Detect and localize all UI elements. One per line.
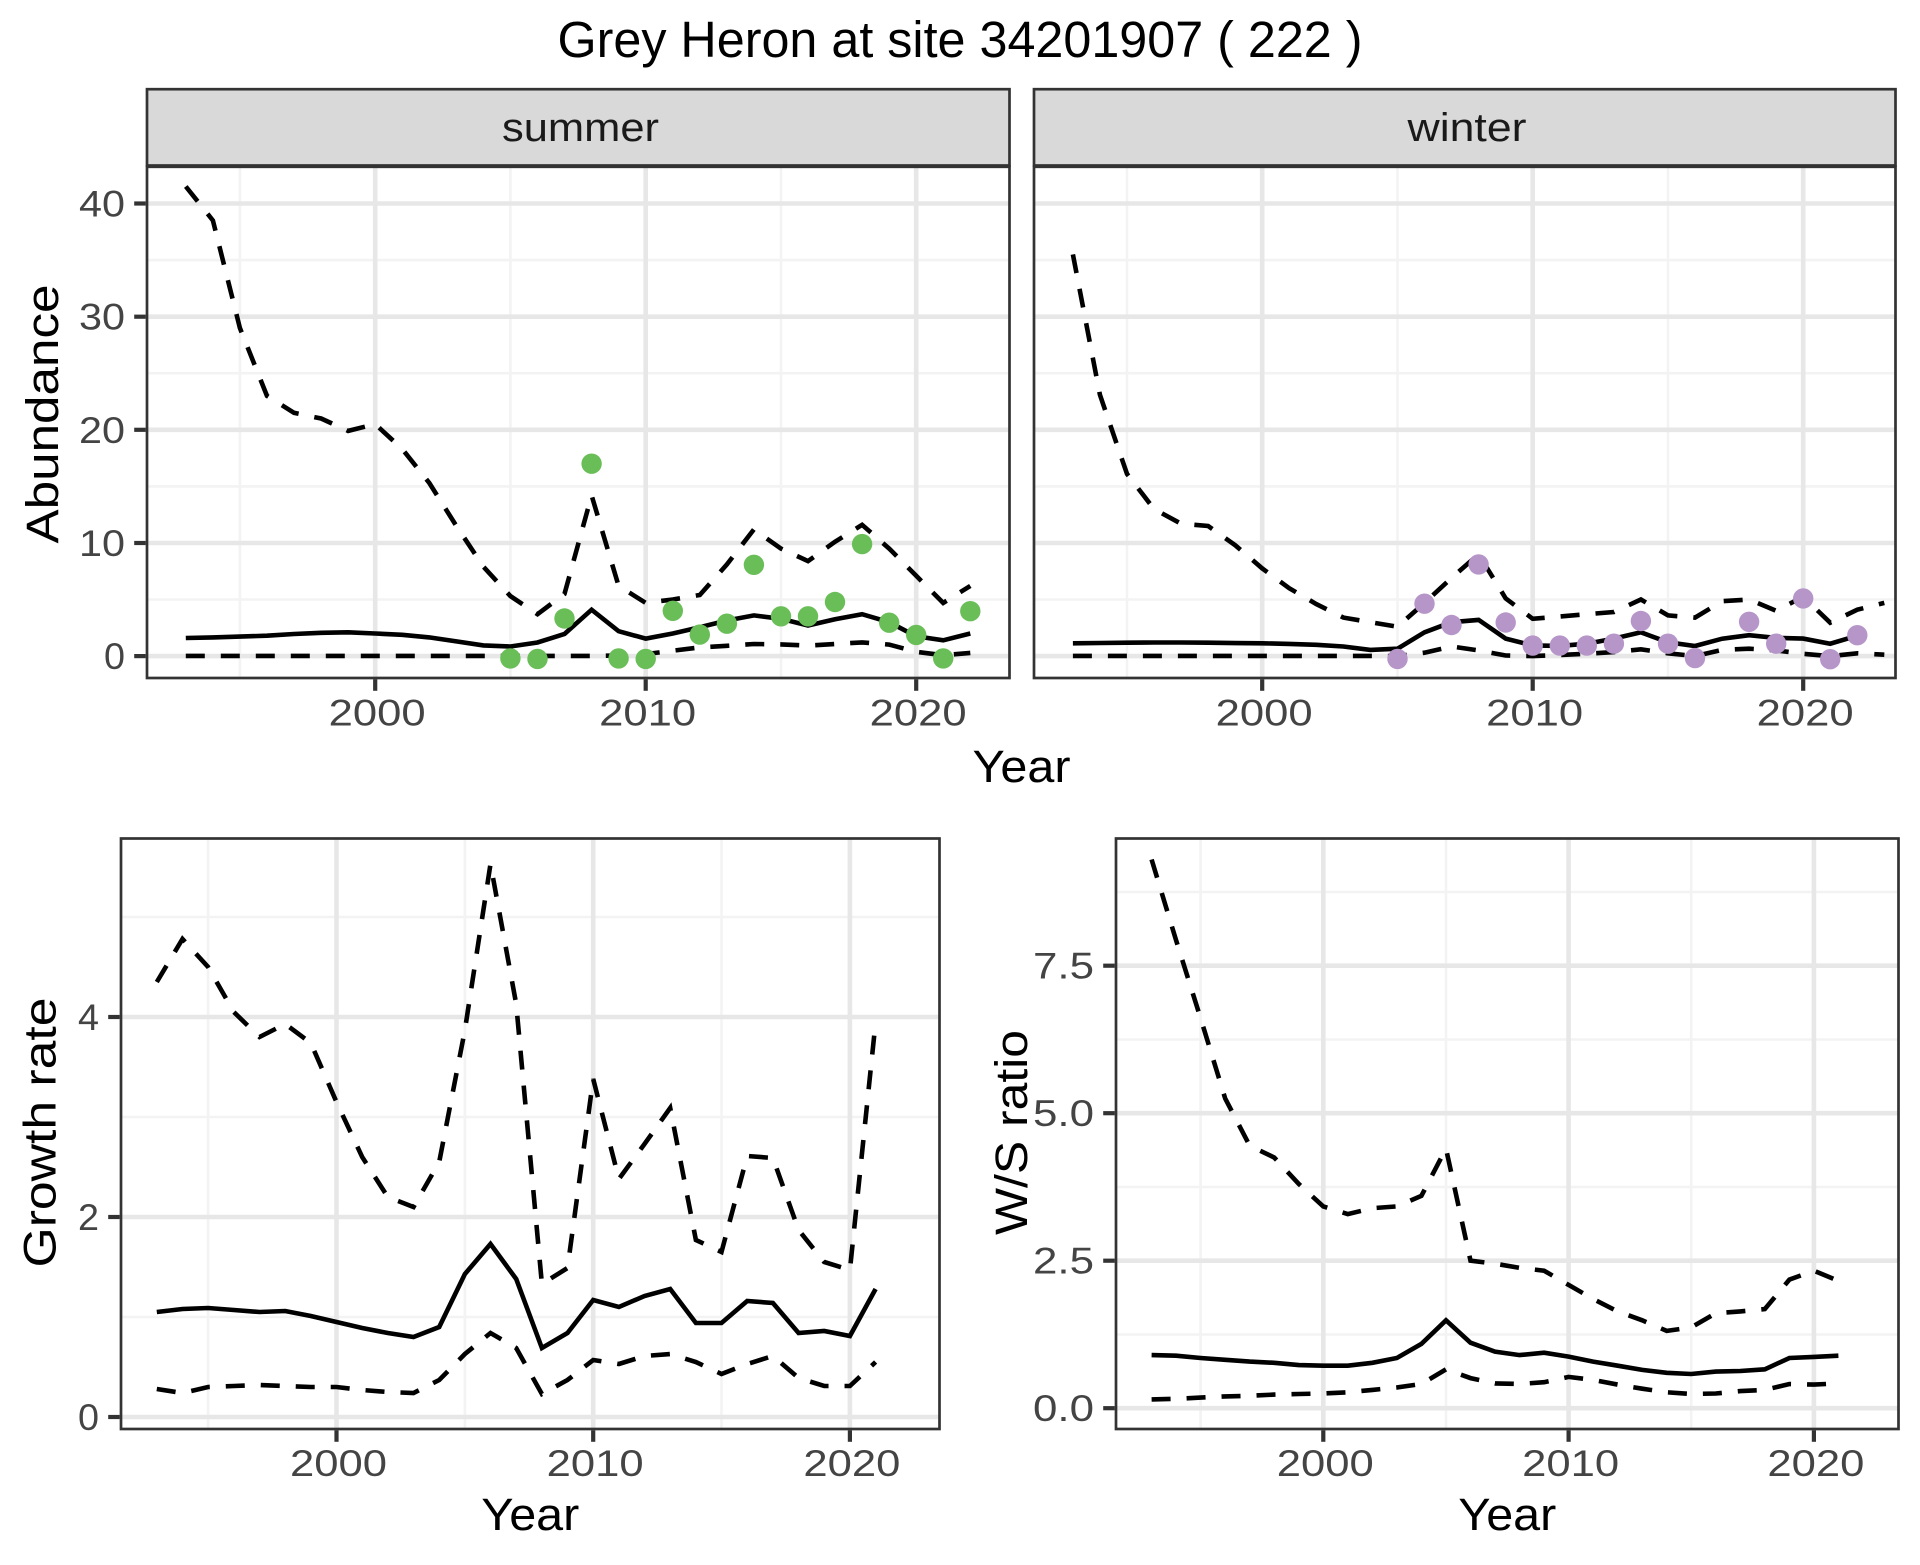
svg-text:Year: Year bbox=[1458, 1489, 1556, 1540]
svg-text:2020: 2020 bbox=[1767, 1443, 1864, 1484]
svg-text:2000: 2000 bbox=[290, 1443, 387, 1484]
svg-text:2: 2 bbox=[78, 1197, 99, 1238]
svg-text:20: 20 bbox=[79, 410, 125, 451]
svg-text:2010: 2010 bbox=[1522, 1443, 1619, 1484]
svg-text:Abundance: Abundance bbox=[17, 285, 68, 544]
svg-text:0.0: 0.0 bbox=[1033, 1388, 1094, 1429]
svg-text:2020: 2020 bbox=[803, 1443, 900, 1484]
svg-text:7.5: 7.5 bbox=[1033, 946, 1094, 987]
svg-text:summer: summer bbox=[502, 106, 659, 150]
svg-text:0: 0 bbox=[78, 1397, 99, 1438]
svg-text:2020: 2020 bbox=[1757, 693, 1854, 734]
svg-text:Grey Heron at site 34201907 (: Grey Heron at site 34201907 ( 222 ) bbox=[558, 11, 1363, 68]
svg-text:2010: 2010 bbox=[547, 1443, 644, 1484]
svg-text:W/S ratio: W/S ratio bbox=[986, 1030, 1037, 1235]
svg-text:40: 40 bbox=[79, 184, 125, 225]
svg-text:winter: winter bbox=[1406, 106, 1526, 150]
svg-text:0: 0 bbox=[104, 636, 125, 677]
svg-text:2000: 2000 bbox=[329, 693, 426, 734]
svg-text:2010: 2010 bbox=[1486, 693, 1583, 734]
svg-text:Year: Year bbox=[481, 1489, 579, 1540]
svg-text:2.5: 2.5 bbox=[1033, 1241, 1094, 1282]
svg-text:Growth rate: Growth rate bbox=[15, 998, 66, 1268]
svg-text:10: 10 bbox=[79, 523, 125, 564]
svg-text:2010: 2010 bbox=[599, 693, 696, 734]
svg-text:30: 30 bbox=[79, 297, 125, 338]
svg-text:2000: 2000 bbox=[1216, 693, 1313, 734]
svg-text:5.0: 5.0 bbox=[1033, 1093, 1094, 1134]
svg-text:2000: 2000 bbox=[1277, 1443, 1374, 1484]
svg-text:4: 4 bbox=[78, 997, 99, 1038]
svg-text:Year: Year bbox=[973, 741, 1071, 792]
svg-text:2020: 2020 bbox=[870, 693, 967, 734]
